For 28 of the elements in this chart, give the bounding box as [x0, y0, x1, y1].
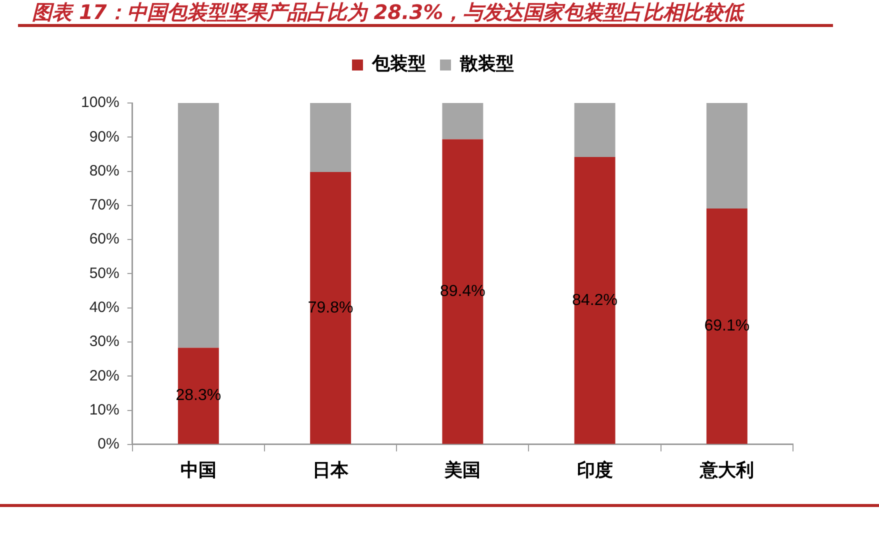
- bar: [310, 172, 352, 444]
- y-tick-label: 0%: [98, 436, 120, 453]
- x-tick-label: 意大利: [698, 460, 754, 481]
- bar: [574, 156, 616, 444]
- y-tick-label: 50%: [89, 264, 120, 282]
- bar: [310, 103, 352, 172]
- y-tick-label: 40%: [89, 298, 120, 316]
- bar: [442, 139, 484, 444]
- bar: [706, 208, 748, 444]
- bar: [706, 103, 748, 208]
- y-tick-label: 90%: [89, 128, 120, 146]
- bar: [574, 103, 616, 157]
- x-tick-label: 日本: [312, 460, 350, 481]
- bar: [178, 103, 219, 348]
- legend-label: 散装型: [459, 54, 514, 75]
- y-tick-label: 30%: [89, 333, 120, 350]
- y-tick-label: 60%: [89, 230, 120, 248]
- y-tick-label: 100%: [80, 94, 120, 112]
- x-tick-label: 印度: [576, 460, 613, 481]
- bar: [442, 103, 484, 140]
- x-tick-label: 美国: [444, 460, 481, 481]
- chart-title: 图表 17：中国包装型坚果产品占比为 28.3%，与发达国家包装型占比相比较低: [32, 0, 744, 24]
- y-tick-label: 20%: [89, 367, 120, 384]
- y-tick-label: 80%: [89, 162, 120, 180]
- x-tick-label: 中国: [180, 460, 216, 481]
- y-tick-label: 10%: [89, 401, 120, 418]
- y-tick-label: 70%: [89, 196, 120, 214]
- legend-label: 包装型: [371, 54, 426, 75]
